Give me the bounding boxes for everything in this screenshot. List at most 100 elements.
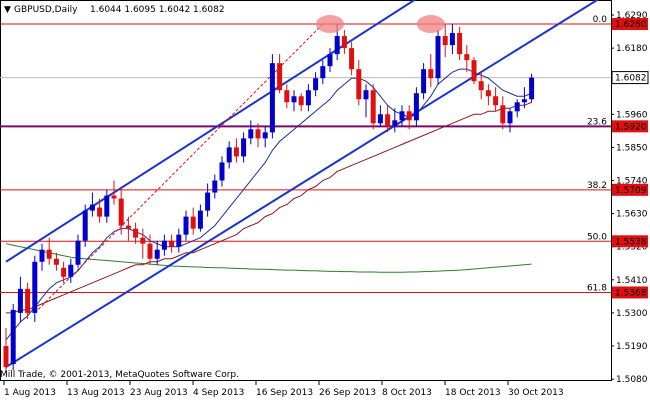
channel-lower-line[interactable]: [5, 53, 511, 368]
candle[interactable]: [291, 90, 297, 112]
candle[interactable]: [363, 84, 369, 118]
candle[interactable]: [190, 207, 196, 235]
candle-body: [277, 63, 283, 91]
candle-body: [197, 210, 203, 229]
candle[interactable]: [392, 108, 398, 133]
candle[interactable]: [32, 255, 38, 322]
candle[interactable]: [298, 93, 304, 112]
y-tick-label: 1.6180: [616, 44, 648, 54]
candle[interactable]: [255, 123, 261, 148]
candle[interactable]: [140, 228, 146, 259]
candle[interactable]: [377, 105, 383, 127]
candle[interactable]: [406, 105, 412, 130]
candle[interactable]: [442, 24, 448, 58]
candle[interactable]: [514, 99, 520, 118]
ohlc-label: 1.6044 1.6095 1.6042 1.6082: [90, 5, 225, 15]
candle[interactable]: [413, 87, 419, 127]
candle[interactable]: [233, 138, 239, 163]
dashed-trend-line[interactable]: [34, 23, 324, 314]
candle[interactable]: [205, 183, 211, 217]
candle[interactable]: [118, 186, 124, 235]
candles-layer[interactable]: [3, 24, 535, 374]
candle[interactable]: [61, 261, 67, 283]
y-tick-label: 1.6290: [616, 11, 648, 21]
candle[interactable]: [457, 27, 463, 61]
candle-body: [442, 36, 448, 46]
trendlines-layer: [5, 0, 600, 368]
candle[interactable]: [284, 84, 290, 109]
candle[interactable]: [262, 126, 268, 148]
candle[interactable]: [68, 258, 74, 283]
candle[interactable]: [97, 198, 103, 223]
candle[interactable]: [147, 234, 153, 265]
candle[interactable]: [111, 180, 117, 205]
candle[interactable]: [212, 174, 218, 199]
header: ▼ GBPUSD,Daily 1.6044 1.6095 1.6042 1.60…: [4, 5, 225, 15]
candle-body: [269, 63, 275, 133]
fib-label-3: 50.0: [587, 232, 607, 242]
candle[interactable]: [226, 141, 232, 169]
candle[interactable]: [421, 63, 427, 100]
copyright-text: Mill Trade, © 2001-2013, MetaQuotes Soft…: [0, 370, 239, 380]
candle-body: [61, 267, 67, 277]
candle[interactable]: [385, 105, 391, 133]
dropdown-triangle-icon[interactable]: ▼: [4, 5, 11, 15]
candle[interactable]: [169, 234, 175, 253]
candle-body: [53, 258, 59, 265]
candle-body: [298, 96, 304, 106]
candle[interactable]: [485, 84, 491, 106]
candle[interactable]: [327, 48, 333, 73]
candle[interactable]: [521, 87, 527, 109]
candle[interactable]: [89, 192, 95, 217]
candle[interactable]: [219, 156, 225, 187]
candle[interactable]: [356, 60, 362, 106]
candle[interactable]: [39, 243, 45, 271]
candle[interactable]: [399, 105, 405, 127]
candle[interactable]: [197, 204, 203, 232]
candle[interactable]: [529, 73, 535, 103]
candle[interactable]: [449, 24, 455, 55]
candle[interactable]: [248, 120, 254, 145]
candle[interactable]: [349, 42, 355, 76]
candle[interactable]: [53, 252, 59, 271]
candle[interactable]: [464, 45, 470, 73]
candle[interactable]: [82, 204, 88, 247]
candle[interactable]: [478, 72, 484, 100]
candle[interactable]: [493, 87, 499, 112]
candle[interactable]: [161, 234, 167, 256]
price-axis[interactable]: 1.62901.61801.60701.59601.58501.57401.56…: [611, 11, 649, 385]
time-axis[interactable]: 1 Aug 2013 13 Aug 2013 23 Aug 2013 4 Sep 20…: [3, 381, 564, 398]
ma-fast-line: [5, 68, 532, 341]
candle[interactable]: [471, 57, 477, 85]
candle[interactable]: [313, 72, 319, 97]
candle[interactable]: [269, 54, 275, 139]
candle[interactable]: [10, 303, 16, 371]
candle[interactable]: [3, 327, 9, 374]
candle[interactable]: [25, 282, 31, 319]
candle[interactable]: [75, 234, 81, 268]
candle[interactable]: [241, 132, 247, 163]
channel-upper-line[interactable]: [5, 0, 438, 263]
x-tick-label: 23 Aug 2013: [130, 388, 188, 398]
candle[interactable]: [133, 222, 139, 244]
candle[interactable]: [46, 237, 52, 265]
y-tick-label: 1.5520: [616, 243, 648, 253]
candle[interactable]: [500, 96, 506, 130]
candle[interactable]: [320, 60, 326, 85]
candle[interactable]: [104, 189, 110, 223]
candle[interactable]: [428, 54, 434, 88]
candle[interactable]: [507, 108, 513, 133]
candle[interactable]: [305, 84, 311, 112]
candle[interactable]: [435, 30, 441, 85]
candle[interactable]: [176, 228, 182, 253]
fib-price-tag-2-text: 1.5709: [615, 186, 647, 196]
candle[interactable]: [370, 84, 376, 130]
candle[interactable]: [125, 216, 131, 241]
candle[interactable]: [183, 210, 189, 241]
candle[interactable]: [277, 54, 283, 94]
candle[interactable]: [341, 30, 347, 55]
candle[interactable]: [154, 240, 160, 265]
x-tick-label: 26 Sep 2013: [319, 388, 376, 398]
candle[interactable]: [17, 276, 23, 322]
